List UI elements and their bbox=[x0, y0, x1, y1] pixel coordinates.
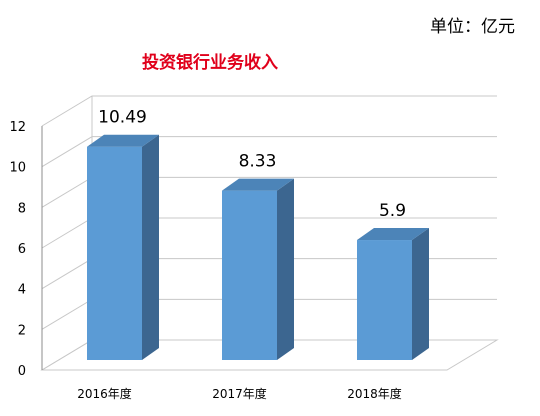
bar-top bbox=[87, 134, 159, 147]
data-label: 10.49 bbox=[98, 108, 147, 128]
bar-side bbox=[412, 228, 429, 360]
x-tick-label: 2016年度 bbox=[77, 386, 132, 401]
y-tick-label: 10 bbox=[9, 161, 26, 176]
y-tick-label: 2 bbox=[18, 323, 26, 338]
bar bbox=[87, 134, 159, 360]
chart-title: 投资银行业务收入 bbox=[142, 53, 278, 73]
bar-side bbox=[142, 134, 159, 360]
data-label: 8.33 bbox=[239, 152, 277, 172]
gridline bbox=[41, 136, 497, 168]
bar bbox=[222, 178, 294, 360]
gridline bbox=[41, 95, 497, 127]
y-tick-label: 12 bbox=[9, 120, 26, 135]
y-tick-label: 6 bbox=[18, 242, 26, 257]
x-tick-label: 2018年度 bbox=[347, 386, 402, 401]
y-tick-label: 0 bbox=[18, 364, 26, 379]
bar bbox=[357, 228, 429, 360]
x-tick-label: 2017年度 bbox=[212, 386, 267, 401]
bar-front bbox=[222, 190, 277, 360]
y-tick-label: 8 bbox=[18, 201, 26, 216]
bars bbox=[87, 134, 429, 360]
bar-top bbox=[357, 228, 429, 241]
bar-top bbox=[222, 178, 294, 191]
data-label: 5.9 bbox=[379, 201, 406, 221]
y-tick-label: 4 bbox=[18, 283, 26, 298]
bar-front bbox=[357, 240, 412, 360]
bar-front bbox=[87, 146, 142, 360]
unit-label: 单位：亿元 bbox=[430, 17, 515, 37]
y-axis: 0 2 4 6 8 10 12 bbox=[9, 120, 43, 379]
bar-side bbox=[277, 178, 294, 360]
labels: 10.49 2016年度 8.33 2017年度 5.9 2018年度 bbox=[77, 108, 406, 401]
